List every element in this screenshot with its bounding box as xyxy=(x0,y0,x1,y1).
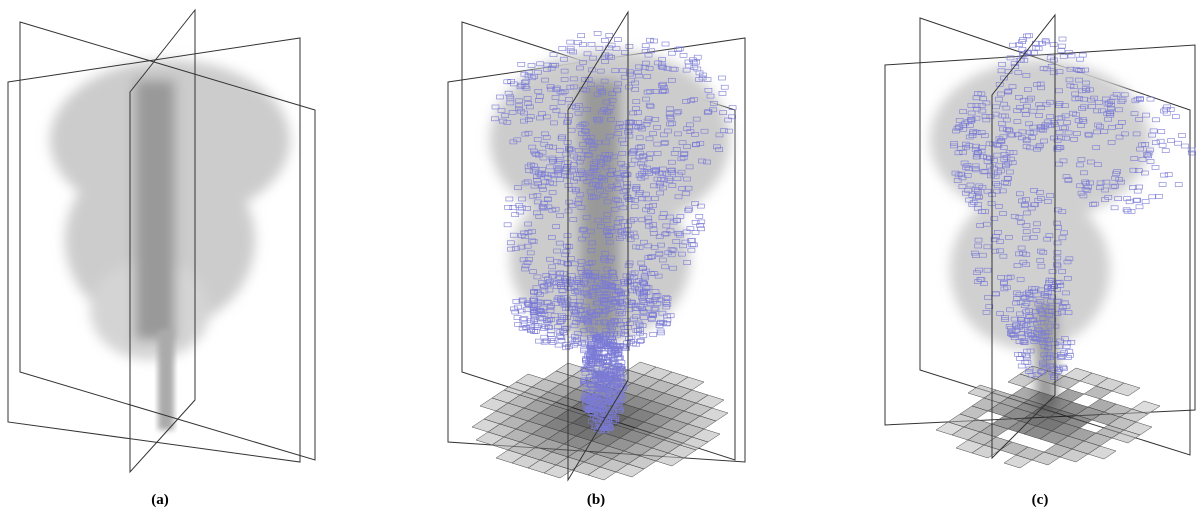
voxel xyxy=(1150,129,1157,133)
voxel xyxy=(606,34,613,38)
voxel xyxy=(541,340,548,344)
voxel xyxy=(1152,165,1159,169)
ground-grid xyxy=(936,366,1160,468)
voxel xyxy=(1015,352,1022,356)
voxel xyxy=(570,50,577,54)
voxel xyxy=(694,55,701,59)
voxel xyxy=(518,62,525,66)
voxel xyxy=(721,85,728,89)
voxel xyxy=(567,49,574,53)
voxel xyxy=(1077,57,1084,61)
voxel xyxy=(1162,149,1169,153)
voxel xyxy=(548,339,555,343)
voxel xyxy=(1175,141,1182,145)
voxel xyxy=(506,197,513,201)
voxel xyxy=(704,78,711,82)
panel-a: (a) xyxy=(8,10,315,508)
voxel xyxy=(514,316,521,320)
voxel xyxy=(692,231,699,235)
voxel xyxy=(548,336,555,340)
voxel xyxy=(650,333,657,337)
voxel xyxy=(1168,139,1175,143)
voxel xyxy=(518,309,525,313)
voxel xyxy=(496,95,503,99)
voxel xyxy=(642,44,649,48)
voxel xyxy=(1128,209,1135,213)
trunk xyxy=(158,330,174,430)
voxel xyxy=(537,62,544,66)
voxel xyxy=(512,213,519,217)
voxel xyxy=(536,339,543,343)
voxel xyxy=(1060,55,1067,59)
voxel xyxy=(1043,40,1050,44)
voxel xyxy=(719,91,726,95)
voxel xyxy=(504,223,511,227)
voxel xyxy=(719,76,726,80)
voxel xyxy=(1136,185,1143,189)
voxel xyxy=(1066,350,1073,354)
voxel xyxy=(680,53,687,57)
voxel xyxy=(1079,53,1086,57)
voxel xyxy=(694,67,701,71)
voxel xyxy=(1155,194,1162,198)
voxel xyxy=(1058,44,1065,48)
voxel xyxy=(1147,160,1154,164)
voxel xyxy=(567,40,574,44)
voxel xyxy=(567,46,574,50)
voxel xyxy=(1157,139,1164,143)
voxel xyxy=(1159,183,1166,187)
tree-volume xyxy=(50,60,290,360)
voxel xyxy=(1050,43,1057,47)
voxel xyxy=(578,34,585,38)
voxel xyxy=(614,38,621,42)
panel-label: (a) xyxy=(151,492,169,508)
voxel xyxy=(626,44,633,48)
voxel xyxy=(596,46,603,50)
voxel xyxy=(594,31,601,35)
panel-b: (b) xyxy=(448,12,745,508)
voxel xyxy=(559,47,566,51)
voxel xyxy=(1058,49,1065,53)
voxel xyxy=(1159,143,1166,147)
voxel xyxy=(1136,205,1143,209)
voxel xyxy=(1059,37,1066,41)
tree-volume xyxy=(930,60,1150,410)
panel-label: (c) xyxy=(1032,492,1049,508)
voxel xyxy=(588,42,595,46)
voxel xyxy=(686,64,693,68)
voxel xyxy=(1137,97,1144,101)
figure: (a) (b) (c) xyxy=(0,0,1200,516)
voxel xyxy=(1172,115,1179,119)
voxel xyxy=(601,38,608,42)
voxel xyxy=(1142,200,1149,204)
voxel xyxy=(1152,141,1159,145)
panel-label: (b) xyxy=(587,492,605,508)
voxel xyxy=(1181,144,1188,148)
voxel xyxy=(1111,206,1118,210)
voxel xyxy=(1188,148,1195,152)
voxel xyxy=(1149,195,1156,199)
voxel xyxy=(1178,134,1185,138)
voxel xyxy=(1158,130,1165,134)
voxel xyxy=(1153,118,1160,122)
voxel xyxy=(662,42,669,46)
voxel xyxy=(517,210,524,214)
voxel xyxy=(528,64,535,68)
voxel xyxy=(677,214,684,218)
voxel xyxy=(1175,183,1182,187)
panel-c: (c) xyxy=(885,15,1196,508)
voxel xyxy=(696,214,703,218)
voxel xyxy=(550,53,557,57)
voxel xyxy=(691,65,698,69)
